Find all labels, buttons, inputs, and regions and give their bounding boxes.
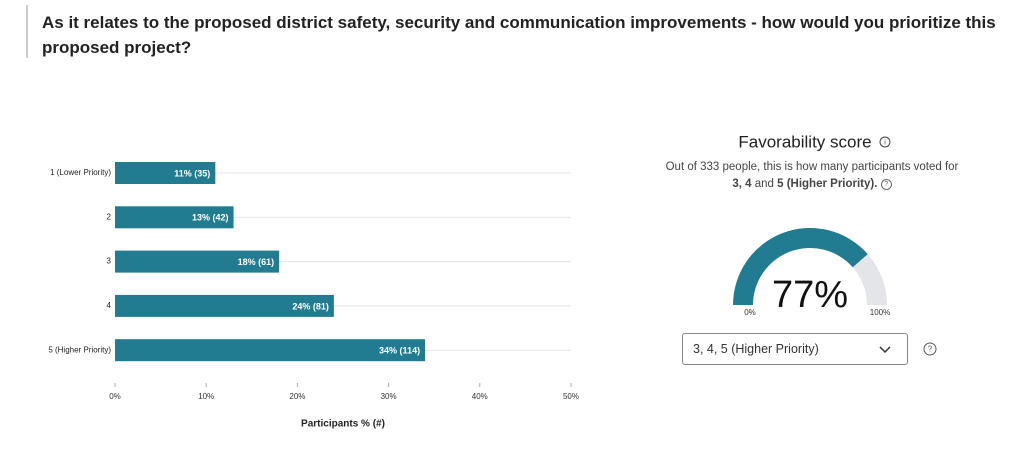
data-label: 11% (35) [174,168,210,178]
gauge-description: Out of 333 people, this is how many part… [662,159,962,193]
gauge-title: Favorability score [738,132,871,151]
desc-bold: 5 (Higher Priority). [777,178,878,190]
desc-text: and [751,178,778,190]
x-tick-label: 0% [109,392,121,401]
help-icon[interactable] [923,342,937,356]
gauge-max-label: 100% [870,308,890,317]
info-icon-text: i [884,139,886,146]
bar [115,162,216,184]
bar [115,339,426,362]
help-icon-text: ? [928,345,933,354]
select-value: 3, 4, 5 (Higher Priority) [693,342,819,356]
question: As it relates to the proposed district s… [42,13,996,57]
x-tick-label: 50% [563,392,579,401]
select[interactable]: 3, 4, 5 (Higher Priority) [682,333,908,365]
y-tick-label: 5 (Higher Priority) [48,345,111,354]
chevron [879,346,891,354]
bar [115,250,280,273]
x-tick-label: 40% [472,392,488,401]
y-tick-label: 4 [107,301,112,310]
gauge-min-label: 0% [744,308,756,317]
x-tick-label: 20% [289,392,305,401]
help-icon[interactable]: ? [880,179,892,190]
x-axis-label: Participants % (#) [301,419,385,430]
gauge-fill [733,228,868,305]
desc-text: Out of 333 people, this is how many part… [665,161,959,173]
gauge-value: 77% [772,274,848,316]
y-tick-label: 2 [107,212,112,221]
data-label: 24% (81) [292,301,329,311]
x-tick-label: 30% [381,392,397,401]
data-label: 34% (114) [379,346,420,356]
bar [115,294,334,317]
bar [115,206,234,229]
desc-bold: 3, 4 [732,178,752,190]
x-tick-label: 10% [198,392,214,401]
data-label: 13% (42) [192,213,229,223]
y-tick-label: 1 (Lower Priority) [50,168,111,177]
info-icon[interactable] [879,136,891,148]
data-label: 18% (61) [238,257,275,267]
y-tick-label: 3 [107,257,112,266]
